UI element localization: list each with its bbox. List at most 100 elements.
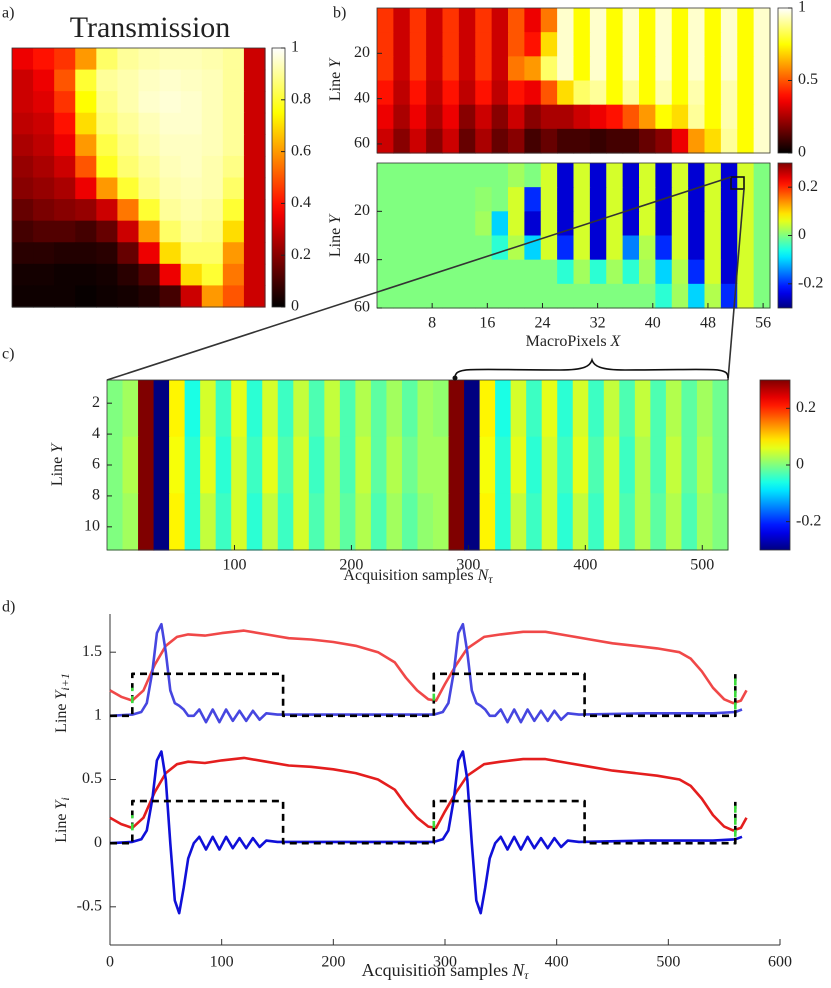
- heatmap-cell: [159, 69, 182, 92]
- zoom-line: [106, 176, 732, 381]
- heatmap-cell: [222, 69, 245, 92]
- heatmap-cell: [606, 128, 624, 154]
- heatmap-cell: [54, 242, 76, 265]
- heatmap-cell: [117, 134, 140, 157]
- heatmap-cell: [277, 380, 294, 438]
- heatmap-cell: [655, 104, 673, 130]
- heatmap-cell: [159, 220, 182, 243]
- heatmap-cell: [180, 177, 203, 200]
- heatmap-cell: [712, 493, 729, 551]
- heatmap-cell: [737, 56, 755, 82]
- heatmap-cell: [508, 104, 525, 130]
- heatmap-cell: [753, 235, 771, 261]
- heatmap-cell: [464, 380, 481, 438]
- heatmap-cell: [159, 263, 182, 287]
- heatmap-cell: [540, 104, 558, 130]
- heatmap-cell: [737, 187, 755, 212]
- label-part: Y: [53, 689, 70, 700]
- heatmap-cell: [508, 128, 525, 154]
- heatmap-cell: [426, 211, 444, 237]
- heatmap-cell: [524, 163, 542, 188]
- heatmap-cell: [138, 220, 161, 243]
- heatmap-cell: [696, 436, 714, 494]
- heatmap-cell: [573, 283, 591, 309]
- heatmap-cell: [12, 242, 34, 265]
- heatmap-cell: [433, 493, 450, 551]
- plot-frame: [376, 7, 771, 154]
- heatmap-cell: [639, 32, 656, 57]
- heatmap-cell: [231, 493, 248, 551]
- heatmap-cell: [33, 91, 55, 114]
- heatmap-cell: [712, 436, 729, 494]
- heatmap-cell: [603, 493, 620, 551]
- heatmap-cell: [589, 259, 607, 285]
- heatmap-cell: [355, 380, 372, 438]
- heatmap-cell: [308, 380, 325, 438]
- heatmap-cell: [201, 134, 224, 157]
- heatmap-cell: [33, 48, 55, 71]
- heatmap-cell: [479, 436, 496, 494]
- heatmap-cell: [12, 199, 34, 222]
- line-series: [131, 805, 737, 837]
- heatmap-cell: [720, 163, 738, 188]
- heatmap-cell: [96, 263, 119, 287]
- x-axis-label: Acquisition samples Nτ: [343, 567, 493, 586]
- heatmap-cell: [243, 155, 266, 179]
- heatmap-cell: [573, 56, 591, 82]
- heatmap-cell: [619, 493, 636, 551]
- heatmap-cell: [573, 163, 591, 188]
- heatmap-cell: [688, 128, 706, 154]
- colorbar: [271, 47, 286, 308]
- heatmap-cell: [409, 8, 427, 33]
- heatmap-cell: [753, 187, 771, 212]
- heatmap-cell: [426, 128, 444, 154]
- heatmap-cell: [541, 436, 558, 494]
- heatmap-cell: [386, 493, 403, 551]
- heatmap-cell: [377, 235, 394, 261]
- heatmap-cell: [524, 259, 542, 285]
- colorbar-tick-label: 1: [798, 0, 806, 16]
- heatmap-cell: [117, 48, 140, 71]
- y-tick-label: 20: [354, 44, 370, 61]
- zoom-overlay: [106, 176, 745, 381]
- heatmap-cell: [169, 493, 186, 551]
- heatmap-cell: [655, 32, 673, 57]
- heatmap-cell: [510, 436, 527, 494]
- heatmap-cell: [222, 155, 245, 179]
- heatmap-cell: [540, 283, 558, 309]
- heatmap-cell: [243, 91, 266, 114]
- y-tick-label: 40: [354, 89, 370, 106]
- heatmap-cell: [589, 80, 607, 106]
- heatmap-cell: [377, 187, 394, 212]
- heatmap-cell: [458, 80, 476, 106]
- heatmap-cell: [557, 104, 575, 130]
- heatmap-cell: [573, 259, 591, 285]
- heatmap-cell: [622, 259, 640, 285]
- heatmap-cell: [671, 80, 689, 106]
- heatmap-cell: [475, 80, 493, 106]
- heatmap-cell: [458, 187, 476, 212]
- heatmap-cell: [540, 8, 558, 33]
- heatmap-cell: [159, 155, 182, 179]
- heatmap-cell: [696, 380, 714, 438]
- heatmap-cell: [262, 380, 279, 438]
- colorbar-tick-label: 0.6: [291, 142, 311, 159]
- heatmap-cell: [557, 380, 574, 438]
- heatmap-cell: [753, 8, 771, 33]
- heatmap-cell: [540, 128, 558, 154]
- heatmap-cell: [655, 163, 673, 188]
- x-tick-label: 300: [456, 557, 480, 574]
- heatmap-cell: [475, 8, 493, 33]
- heatmap-cell: [324, 436, 341, 494]
- heatmap-cell: [557, 80, 575, 106]
- heatmap-cell: [665, 436, 683, 494]
- heatmap-cell: [377, 128, 394, 154]
- heatmap-cell: [737, 80, 755, 106]
- heatmap-cell: [153, 380, 170, 438]
- heatmap-cell: [262, 436, 279, 494]
- heatmap-cell: [215, 380, 232, 438]
- heatmap-cell: [524, 235, 542, 261]
- label-part: Line: [327, 228, 344, 257]
- heatmap-cell: [426, 80, 444, 106]
- heatmap-cell: [442, 235, 460, 261]
